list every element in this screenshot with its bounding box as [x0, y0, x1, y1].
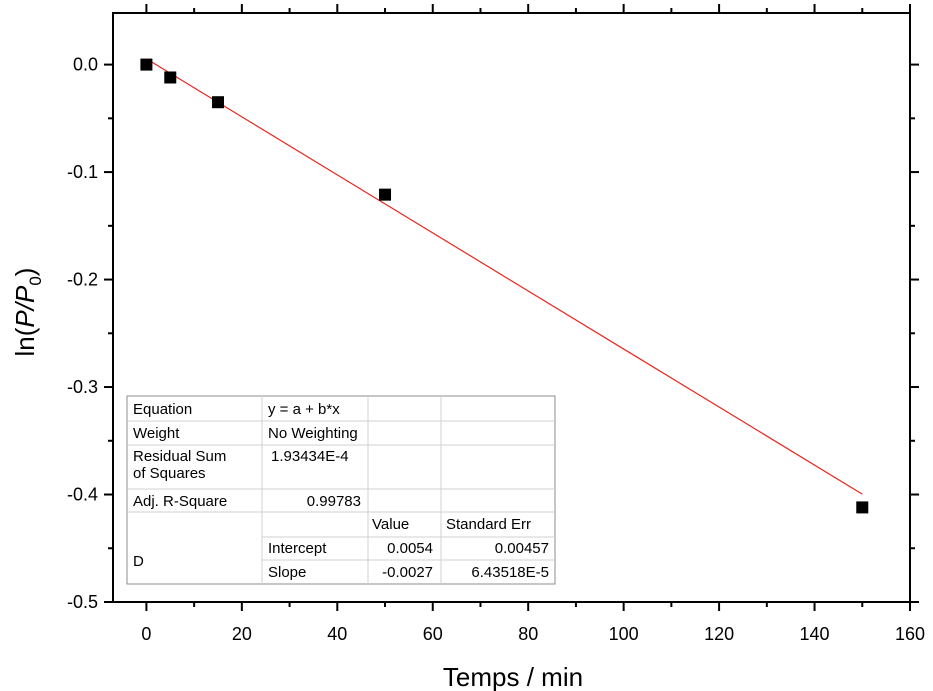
x-tick-label: 140 — [800, 624, 830, 644]
y-tick-label: -0.5 — [67, 592, 98, 612]
tick-labels-group: 0 20 40 60 80 100 120 140 160 0.0 -0.1 -0.2 -0.3 -0.4… — [67, 55, 925, 644]
stats-value-residual-sum: 1.93434E-4 — [271, 448, 349, 465]
y-tick-label: 0.0 — [73, 55, 98, 75]
y-tick-label: -0.1 — [67, 162, 98, 182]
points-group — [140, 58, 869, 514]
y-axis-title-slash: / — [10, 300, 40, 312]
x-tick-label: 100 — [609, 624, 639, 644]
x-axis-title: Temps / min — [443, 662, 583, 691]
stats-label-dataset: D — [133, 553, 144, 570]
stats-header-value: Value — [372, 516, 409, 533]
plot-frame — [112, 12, 911, 603]
stats-label-residual-sum: Residual Sum of Squares — [133, 448, 226, 482]
x-tick-label: 120 — [704, 624, 734, 644]
stats-label-weight: Weight — [133, 425, 180, 442]
y-axis-title-var1: P — [10, 310, 40, 328]
stats-label-slope: Slope — [268, 564, 306, 581]
stats-intercept-error: 0.00457 — [495, 540, 549, 557]
stats-value-equation: y = a + b*x — [268, 401, 340, 418]
data-point — [164, 71, 177, 84]
stats-label-equation: Equation — [133, 401, 192, 418]
ticks-group — [104, 4, 919, 611]
x-tick-label: 40 — [327, 624, 347, 644]
data-point — [856, 501, 869, 514]
data-point — [379, 188, 392, 201]
stats-label-adj-r-square: Adj. R-Square — [133, 493, 227, 510]
y-tick-label: -0.4 — [67, 485, 98, 505]
y-axis-title-subscript: 0 — [26, 276, 45, 285]
stats-table-lines — [127, 396, 555, 584]
stats-slope-error: 6.43518E-5 — [471, 564, 549, 581]
stats-value-weight: No Weighting — [268, 425, 358, 442]
x-tick-label: 160 — [895, 624, 925, 644]
stats-label-residual-line: of Squares — [133, 465, 206, 482]
y-axis-title: ln(P/P0) — [10, 268, 45, 357]
stats-value-adj-r-square: 0.99783 — [307, 493, 361, 510]
stats-intercept-value: 0.0054 — [387, 540, 433, 557]
x-tick-label: 80 — [518, 624, 538, 644]
y-axis-title-prefix: ln( — [10, 327, 40, 356]
stats-label-residual-line: Residual Sum — [133, 448, 226, 465]
y-axis-title-suffix: ) — [10, 268, 40, 277]
x-tick-label: 60 — [423, 624, 443, 644]
stats-table-background — [126, 395, 556, 585]
y-axis-title-var2: P — [10, 285, 40, 303]
stats-slope-value: -0.0027 — [382, 564, 433, 581]
fit-line — [146, 58, 863, 495]
data-point — [140, 58, 153, 71]
fit-group — [146, 58, 863, 495]
stats-label-intercept: Intercept — [268, 540, 327, 557]
y-tick-label: -0.2 — [67, 270, 98, 290]
x-tick-label: 20 — [232, 624, 252, 644]
data-point — [211, 96, 224, 109]
stats-table: Equation y = a + b*x Weight No Weighting… — [126, 395, 556, 585]
x-tick-label: 0 — [141, 624, 151, 644]
y-tick-label: -0.3 — [67, 377, 98, 397]
stats-header-standard-err: Standard Err — [446, 516, 531, 533]
